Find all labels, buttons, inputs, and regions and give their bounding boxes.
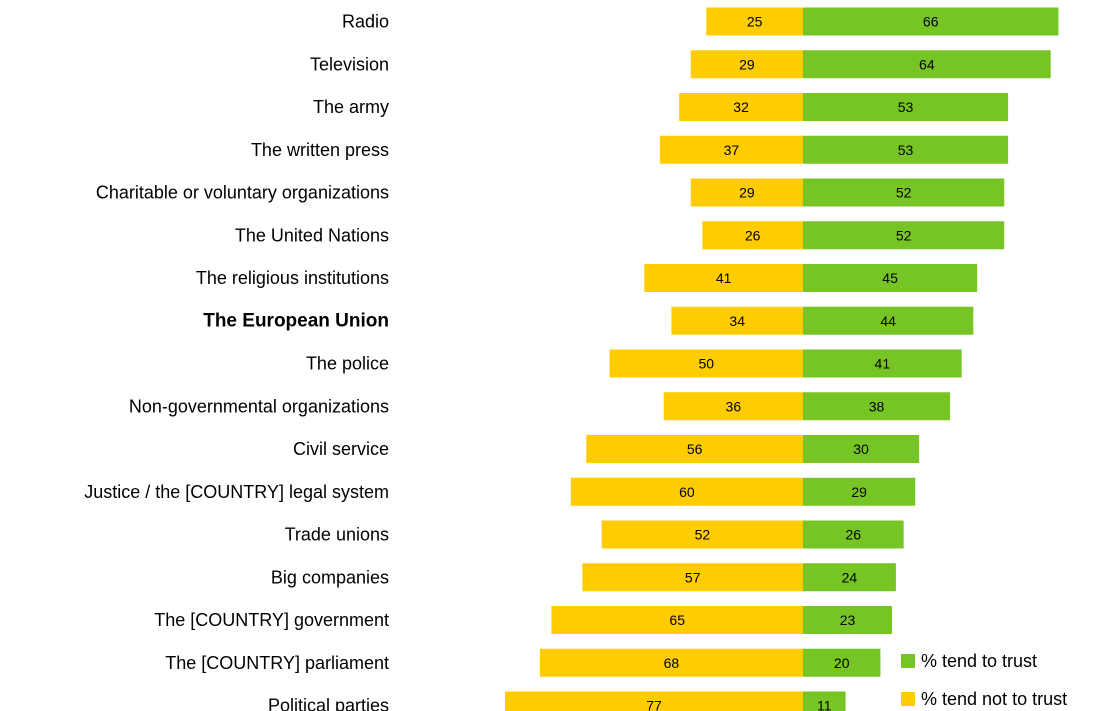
bar-tend-not-to-trust (551, 606, 803, 634)
value-label-tend-not-to-trust: 77 (646, 698, 662, 711)
value-label-tend-to-trust: 53 (898, 99, 914, 115)
bar-tend-to-trust (803, 349, 962, 378)
value-label-tend-to-trust: 20 (834, 655, 850, 671)
bar-tend-not-to-trust (505, 691, 803, 711)
category-label: Big companies (271, 567, 389, 587)
value-label-tend-not-to-trust: 41 (716, 270, 732, 286)
value-label-tend-not-to-trust: 50 (698, 356, 714, 372)
bar-tend-to-trust (803, 135, 1009, 164)
bar-tend-to-trust (803, 435, 920, 463)
bar-tend-to-trust (803, 264, 978, 292)
value-label-tend-to-trust: 66 (923, 14, 939, 30)
category-label: Non-governmental organizations (129, 396, 389, 416)
category-label: Trade unions (285, 525, 389, 545)
bar-tend-not-to-trust (702, 221, 803, 250)
value-label-tend-not-to-trust: 57 (685, 569, 701, 585)
category-label: Political parties (268, 696, 389, 711)
bar-tend-not-to-trust (706, 7, 803, 36)
bar-tend-to-trust (803, 178, 1005, 207)
value-label-tend-to-trust: 23 (840, 612, 856, 628)
value-labels: 25 66 29 64 32 53 37 53 29 52 26 52 41 45 34 44 50 41 36 38… (646, 14, 938, 711)
bar-tend-to-trust (803, 306, 974, 335)
bar-tend-not-to-trust (644, 264, 803, 292)
category-label: The United Nations (235, 225, 389, 245)
legend: % tend to trust % tend not to trust (901, 651, 1067, 709)
bar-tend-not-to-trust (690, 178, 803, 207)
value-label-tend-not-to-trust: 37 (724, 142, 740, 158)
category-label: Radio (342, 12, 389, 32)
category-label: The religious institutions (196, 268, 389, 288)
value-label-tend-not-to-trust: 68 (664, 655, 680, 671)
value-label-tend-to-trust: 64 (919, 56, 935, 72)
value-label-tend-to-trust: 52 (896, 227, 912, 243)
value-label-tend-to-trust: 45 (882, 270, 898, 286)
legend-label: % tend to trust (921, 651, 1037, 671)
value-label-tend-not-to-trust: 29 (739, 56, 755, 72)
bar-tend-to-trust (803, 93, 1009, 121)
bar-tend-to-trust (803, 50, 1051, 79)
legend-label: % tend not to trust (921, 689, 1067, 709)
category-label: Charitable or voluntary organizations (96, 183, 389, 203)
bar-tend-not-to-trust (586, 435, 803, 463)
bar-tend-to-trust (803, 648, 881, 677)
category-label: The [COUNTRY] government (154, 610, 389, 630)
bar-tend-not-to-trust (601, 520, 803, 549)
bar-tend-not-to-trust (609, 349, 803, 378)
value-label-tend-not-to-trust: 25 (747, 14, 763, 30)
value-label-tend-not-to-trust: 60 (679, 484, 695, 500)
value-label-tend-not-to-trust: 29 (739, 185, 755, 201)
value-label-tend-not-to-trust: 65 (669, 612, 685, 628)
category-label: Civil service (293, 439, 389, 459)
category-label: The police (306, 354, 389, 374)
value-label-tend-to-trust: 38 (869, 398, 885, 414)
bar-tend-to-trust (803, 520, 904, 549)
value-label-tend-to-trust: 26 (846, 527, 862, 543)
value-label-tend-to-trust: 44 (880, 313, 896, 329)
category-label: The written press (251, 140, 389, 160)
value-label-tend-to-trust: 52 (896, 185, 912, 201)
category-labels: Radio Television The army The written press… (84, 12, 389, 711)
category-label: Television (310, 54, 389, 74)
bar-tend-to-trust (803, 7, 1059, 36)
bar-tend-not-to-trust (679, 93, 803, 121)
bar-tend-not-to-trust (663, 392, 803, 421)
bar-tend-not-to-trust (582, 563, 803, 592)
value-label-tend-not-to-trust: 26 (745, 227, 761, 243)
bar-tend-to-trust (803, 606, 893, 634)
value-label-tend-to-trust: 53 (898, 142, 914, 158)
value-label-tend-not-to-trust: 52 (695, 527, 711, 543)
value-label-tend-to-trust: 41 (875, 356, 891, 372)
bar-tend-to-trust (803, 477, 916, 506)
value-label-tend-to-trust: 11 (817, 698, 832, 711)
legend-swatch (901, 654, 915, 668)
bar-tend-to-trust (803, 563, 896, 592)
bar-tend-not-to-trust (570, 477, 803, 506)
value-label-tend-not-to-trust: 56 (687, 441, 703, 457)
category-label: The European Union (203, 310, 389, 331)
bar-tend-not-to-trust (659, 135, 803, 164)
category-label: Justice / the [COUNTRY] legal system (84, 482, 389, 502)
value-label-tend-not-to-trust: 36 (726, 398, 742, 414)
value-label-tend-to-trust: 30 (853, 441, 869, 457)
value-label-tend-to-trust: 24 (842, 569, 858, 585)
category-label: The army (313, 97, 389, 117)
category-label: The [COUNTRY] parliament (165, 653, 389, 673)
legend-swatch (901, 692, 915, 706)
value-label-tend-not-to-trust: 34 (729, 313, 745, 329)
bar-tend-to-trust (803, 392, 951, 421)
bar-tend-not-to-trust (539, 648, 803, 677)
bar-tend-to-trust (803, 691, 846, 711)
bars (505, 7, 1059, 711)
bar-tend-not-to-trust (671, 306, 803, 335)
value-label-tend-to-trust: 29 (851, 484, 867, 500)
bar-tend-to-trust (803, 221, 1005, 250)
value-label-tend-not-to-trust: 32 (733, 99, 749, 115)
bar-tend-not-to-trust (690, 50, 803, 79)
